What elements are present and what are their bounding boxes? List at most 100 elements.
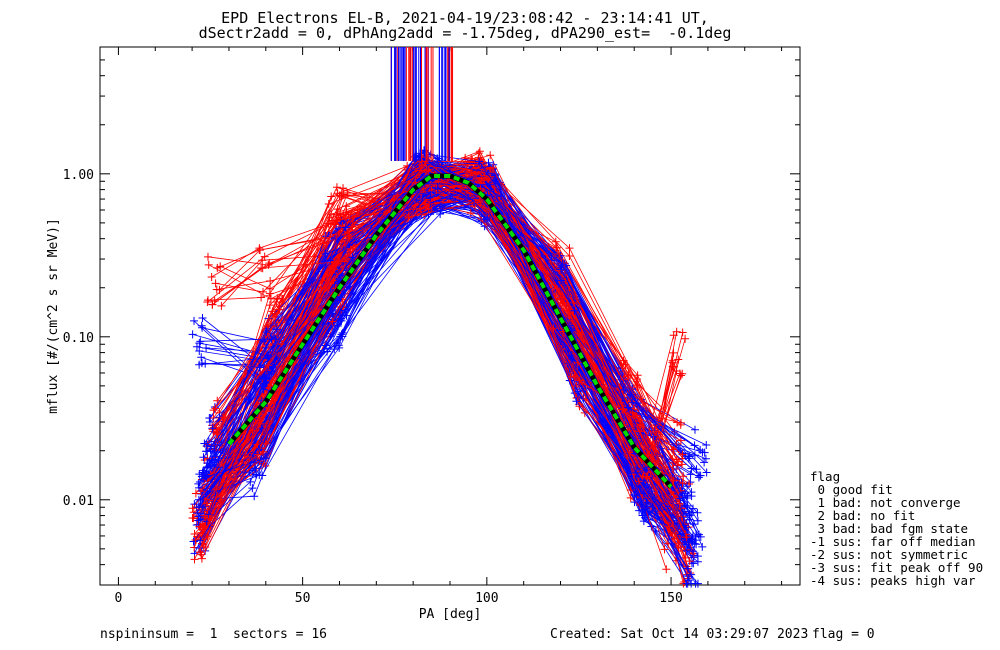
series-line [212, 170, 682, 478]
data-point-marker [556, 276, 565, 285]
fit-curve-line [227, 174, 673, 489]
data-point-marker [261, 454, 270, 463]
data-point-marker [208, 300, 217, 309]
data-point-marker [211, 279, 220, 288]
data-point-marker [195, 360, 204, 369]
data-point-marker [264, 353, 273, 362]
data-point-marker [633, 383, 642, 392]
flag-legend: flag 0 good fit 1 bad: not converge 2 ba… [810, 470, 983, 587]
y-axis-label: mflux [#/(cm^2 s sr MeV)] [46, 218, 61, 414]
data-point-marker [680, 578, 689, 587]
x-axis-label: PA [deg] [419, 607, 482, 622]
data-point-marker [572, 397, 581, 406]
data-point-marker [668, 362, 677, 371]
data-point-marker [190, 555, 199, 564]
axis-ticks: 0 50 100 150 0.01 0.10 1.00 [63, 46, 800, 606]
data-point-marker [266, 277, 275, 286]
data-point-marker [278, 294, 287, 303]
data-point-marker [678, 479, 687, 488]
data-point-marker [688, 534, 697, 543]
data-point-marker [436, 209, 445, 218]
series-line [199, 193, 689, 569]
data-point-marker [197, 321, 206, 330]
data-point-marker [565, 251, 574, 260]
data-point-marker [203, 296, 212, 305]
data-point-marker [678, 450, 687, 459]
data-point-marker [685, 479, 694, 488]
data-point-marker [436, 202, 445, 211]
data-point-marker [193, 509, 202, 518]
data-point-marker [552, 243, 561, 252]
data-point-marker [685, 452, 694, 461]
data-point-marker [190, 316, 199, 325]
data-point-marker [332, 183, 341, 192]
data-point-marker [202, 472, 211, 481]
data-point-marker [557, 265, 566, 274]
data-point-marker [338, 328, 347, 337]
data-point-marker [190, 537, 199, 546]
data-point-marker [680, 535, 689, 544]
data-point-marker [664, 522, 673, 531]
data-point-marker [216, 262, 225, 271]
data-point-marker [207, 455, 216, 464]
data-point-marker [340, 257, 349, 266]
data-point-marker [475, 147, 484, 156]
data-point-marker [698, 542, 707, 551]
data-point-marker [673, 418, 682, 427]
data-point-marker [676, 371, 685, 380]
data-point-marker [204, 510, 213, 519]
data-point-marker [260, 252, 269, 261]
legend-item: -1 sus: far off median [810, 534, 976, 549]
data-point-marker [339, 190, 348, 199]
x-tick-label: 50 [295, 591, 311, 606]
data-point-marker [426, 198, 435, 207]
data-point-marker [266, 360, 275, 369]
data-point-marker [687, 488, 696, 497]
data-point-marker [486, 172, 495, 181]
data-point-marker [195, 347, 204, 356]
data-point-marker [194, 479, 203, 488]
x-tick-label: 0 [115, 591, 123, 606]
data-point-marker [416, 204, 425, 213]
data-point-marker [690, 441, 699, 450]
series-line [215, 169, 687, 538]
data-point-marker [205, 514, 214, 523]
series-line [216, 157, 679, 498]
data-point-marker [677, 512, 686, 521]
data-point-marker [188, 514, 197, 523]
data-point-marker [624, 371, 633, 380]
data-point-marker [272, 298, 281, 307]
data-point-marker [632, 468, 641, 477]
data-point-marker [690, 425, 699, 434]
data-point-marker [669, 348, 678, 357]
data-point-marker [630, 491, 639, 500]
data-point-marker [196, 487, 205, 496]
data-point-marker [211, 404, 220, 413]
data-point-marker [674, 355, 683, 364]
data-point-marker [634, 477, 643, 486]
data-point-marker [259, 385, 268, 394]
data-point-marker [702, 468, 711, 477]
data-point-marker [353, 205, 362, 214]
data-point-marker [195, 548, 204, 557]
data-point-marker [416, 166, 425, 175]
data-point-marker [701, 454, 710, 463]
data-point-marker [633, 371, 642, 380]
x-tick-label: 100 [475, 591, 498, 606]
data-point-marker [349, 213, 358, 222]
data-point-marker [198, 468, 207, 477]
data-point-marker [250, 492, 259, 501]
data-point-marker [248, 426, 257, 435]
y-tick-label: 1.00 [63, 168, 94, 183]
data-point-marker [693, 552, 702, 561]
data-point-marker [619, 405, 628, 414]
data-point-marker [691, 532, 700, 541]
data-point-marker [203, 298, 212, 307]
data-point-marker [209, 406, 218, 415]
data-point-marker [675, 369, 684, 378]
data-point-marker [687, 570, 696, 579]
data-point-marker [197, 554, 206, 563]
data-point-marker [674, 457, 683, 466]
data-point-marker [208, 424, 217, 433]
